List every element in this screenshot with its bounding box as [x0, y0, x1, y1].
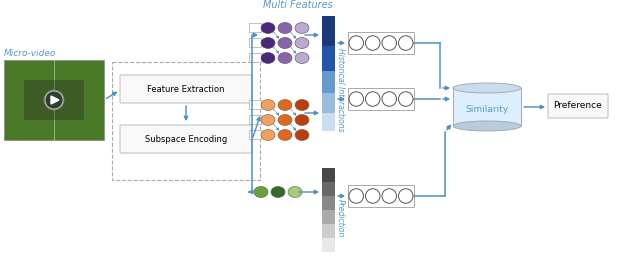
- Circle shape: [399, 92, 413, 106]
- Bar: [348, 32, 414, 54]
- Circle shape: [399, 36, 413, 50]
- Bar: [322, 238, 335, 252]
- Circle shape: [349, 36, 364, 50]
- Bar: [322, 196, 335, 210]
- Bar: [249, 130, 261, 139]
- Ellipse shape: [295, 100, 309, 111]
- Text: Prediction: Prediction: [336, 199, 345, 237]
- Circle shape: [365, 92, 380, 106]
- Ellipse shape: [261, 115, 275, 125]
- Bar: [249, 100, 261, 109]
- Bar: [322, 210, 335, 224]
- Bar: [112, 62, 260, 180]
- Text: Similarity: Similarity: [465, 104, 509, 113]
- FancyBboxPatch shape: [548, 94, 608, 118]
- Ellipse shape: [278, 100, 292, 111]
- Circle shape: [382, 92, 397, 106]
- Bar: [348, 88, 414, 110]
- Bar: [322, 71, 335, 93]
- Bar: [249, 115, 261, 124]
- Circle shape: [365, 189, 380, 203]
- Bar: [249, 38, 261, 47]
- Bar: [24, 80, 84, 120]
- Bar: [4, 60, 104, 140]
- Ellipse shape: [261, 37, 275, 49]
- Ellipse shape: [278, 22, 292, 33]
- Circle shape: [399, 189, 413, 203]
- Ellipse shape: [295, 53, 309, 64]
- Ellipse shape: [261, 100, 275, 111]
- FancyBboxPatch shape: [120, 125, 252, 153]
- Polygon shape: [51, 96, 59, 104]
- Ellipse shape: [261, 129, 275, 140]
- Ellipse shape: [278, 129, 292, 140]
- Bar: [322, 113, 335, 131]
- Ellipse shape: [288, 187, 302, 198]
- Text: Multi Features: Multi Features: [263, 0, 333, 10]
- Ellipse shape: [254, 187, 268, 198]
- Bar: [322, 46, 335, 71]
- Ellipse shape: [453, 121, 521, 131]
- Bar: [453, 88, 521, 126]
- Text: Subspace Encoding: Subspace Encoding: [145, 135, 227, 144]
- Ellipse shape: [295, 129, 309, 140]
- Ellipse shape: [261, 53, 275, 64]
- Ellipse shape: [295, 37, 309, 49]
- Ellipse shape: [295, 115, 309, 125]
- Bar: [322, 93, 335, 113]
- Circle shape: [365, 36, 380, 50]
- Bar: [348, 185, 414, 207]
- Bar: [322, 224, 335, 238]
- Text: Micro-video: Micro-video: [4, 49, 56, 58]
- Ellipse shape: [295, 22, 309, 33]
- Circle shape: [349, 189, 364, 203]
- Text: Preference: Preference: [554, 101, 602, 111]
- Bar: [249, 23, 261, 32]
- Bar: [322, 182, 335, 196]
- FancyBboxPatch shape: [120, 75, 252, 103]
- Ellipse shape: [278, 115, 292, 125]
- Ellipse shape: [278, 53, 292, 64]
- Circle shape: [45, 91, 63, 109]
- Ellipse shape: [261, 22, 275, 33]
- Ellipse shape: [278, 37, 292, 49]
- Text: Historical Interactions: Historical Interactions: [336, 48, 345, 132]
- Bar: [322, 16, 335, 46]
- Ellipse shape: [271, 187, 285, 198]
- Circle shape: [349, 92, 364, 106]
- Ellipse shape: [453, 83, 521, 93]
- Bar: [322, 168, 335, 182]
- Bar: [249, 53, 261, 62]
- Text: Feature Extraction: Feature Extraction: [147, 85, 225, 95]
- Circle shape: [382, 189, 397, 203]
- Circle shape: [382, 36, 397, 50]
